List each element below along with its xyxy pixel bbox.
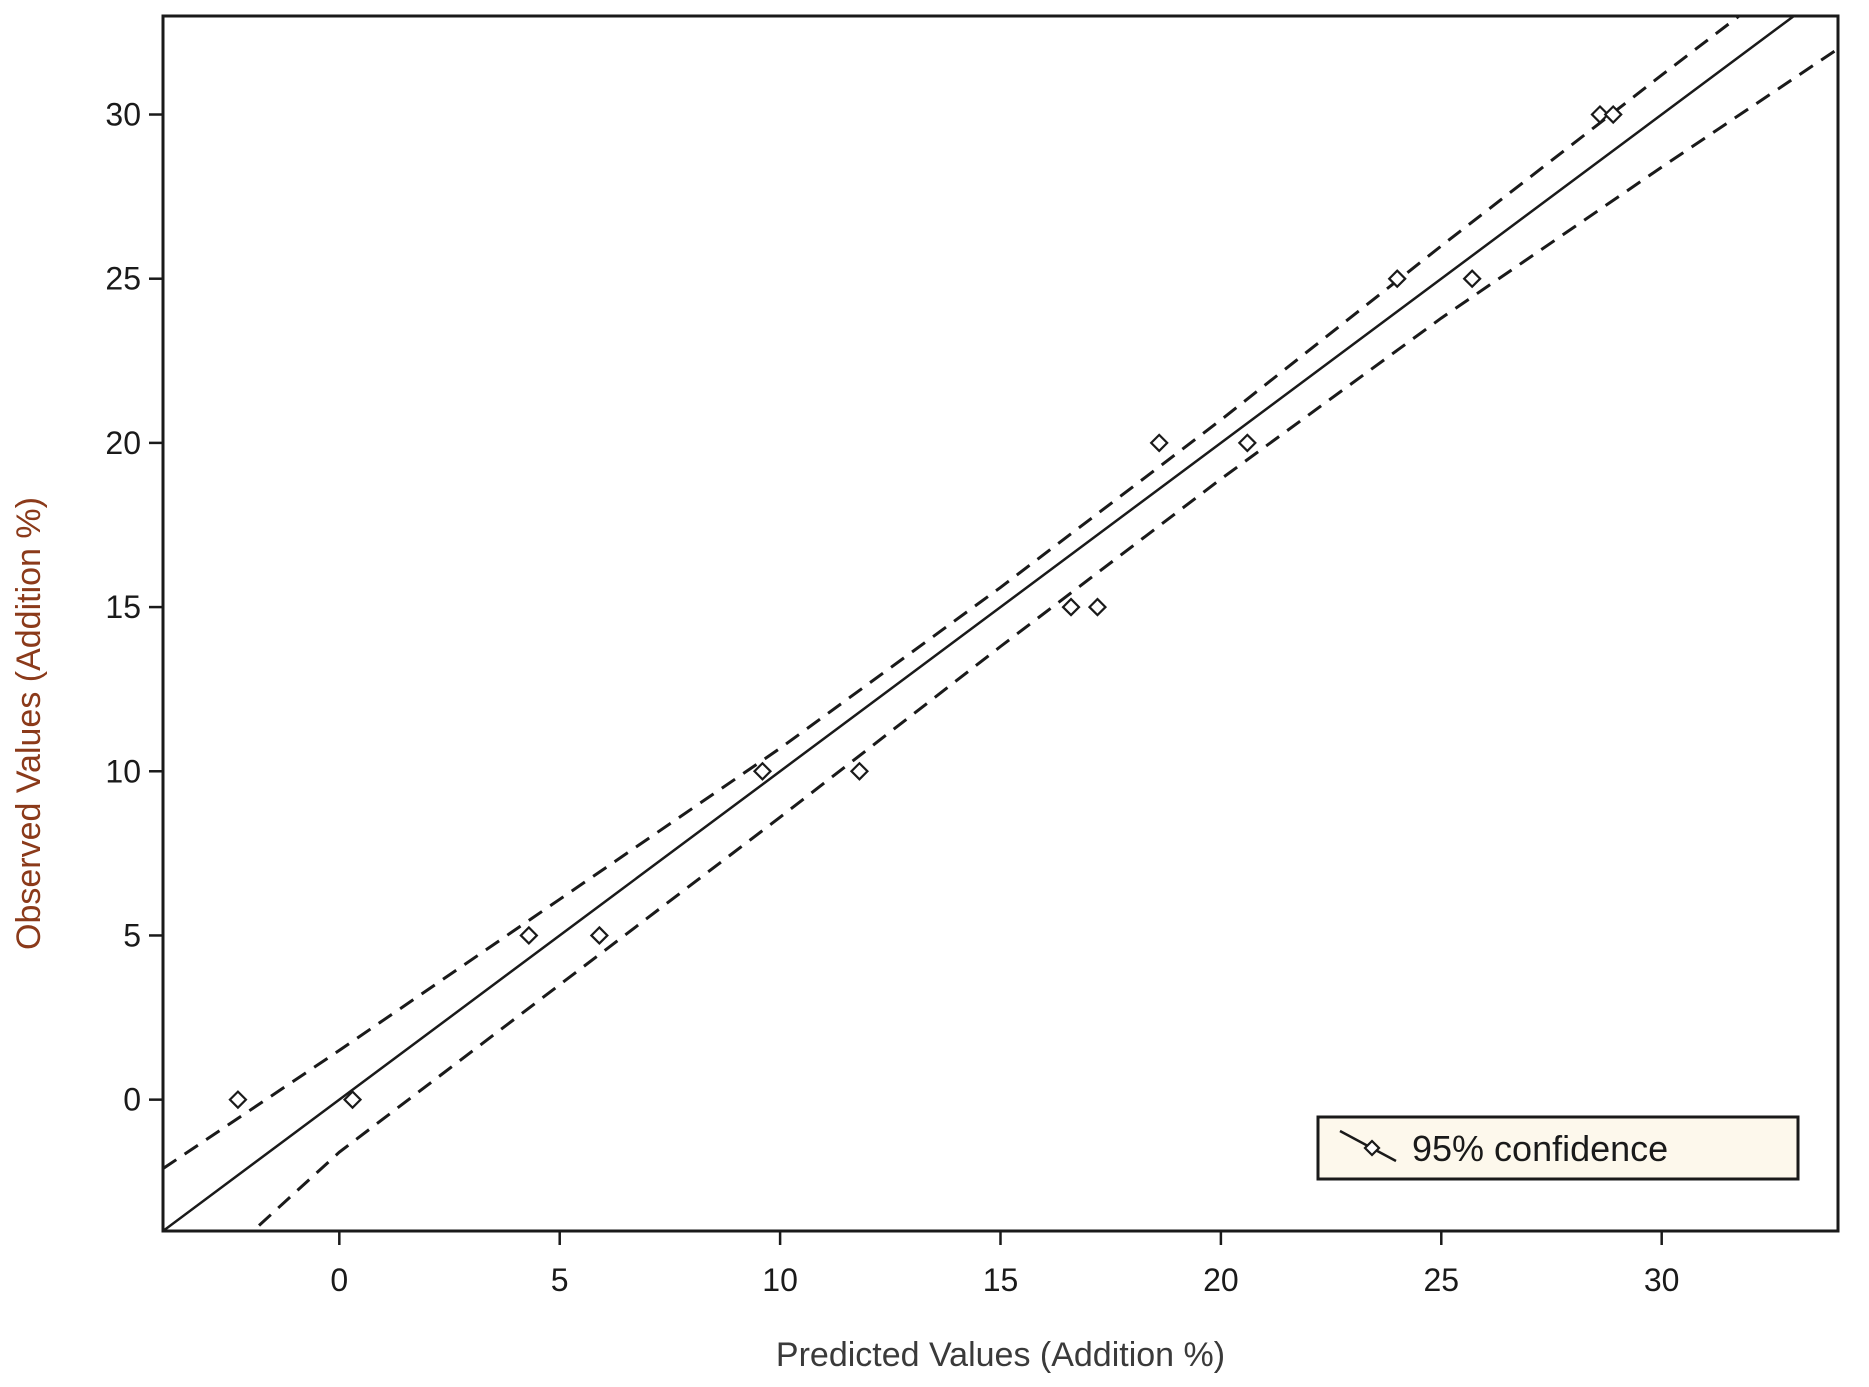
legend-label: 95% confidence — [1412, 1128, 1668, 1169]
plot-frame — [161, 14, 1840, 1233]
plot-area — [161, 14, 1840, 1233]
data-point — [342, 1090, 363, 1110]
data-point — [228, 1090, 248, 1110]
fit-lines — [163, 16, 1838, 1231]
data-point — [1149, 433, 1169, 453]
y-axis-ticks: 0 5 10 15 20 25 30 — [105, 97, 163, 1118]
x-tick-label: 20 — [1203, 1262, 1239, 1298]
legend-box — [1316, 1115, 1800, 1181]
y-axis-title: Observed Values (Addition %) — [10, 497, 48, 950]
x-tick-label: 30 — [1644, 1262, 1680, 1298]
data-point — [1462, 269, 1482, 289]
data-points — [228, 104, 1623, 1110]
x-tick-label: 10 — [762, 1262, 798, 1298]
data-point — [589, 925, 609, 946]
x-tick-label: 15 — [983, 1262, 1019, 1298]
confidence-upper-line — [163, 16, 1742, 1170]
y-tick-label: 20 — [105, 425, 141, 461]
data-point — [1061, 597, 1081, 617]
legend: 95% confidence — [1316, 1115, 1800, 1181]
confidence-lower-line — [250, 47, 1838, 1231]
data-point — [1087, 597, 1108, 617]
y-tick-label: 0 — [123, 1082, 141, 1118]
y-tick-label: 15 — [105, 589, 141, 625]
data-point — [1603, 104, 1623, 125]
y-tick-label: 5 — [123, 917, 141, 953]
data-point — [1590, 104, 1610, 125]
data-point — [752, 761, 773, 781]
y-tick-label: 30 — [105, 97, 141, 133]
x-axis-ticks: 0 5 10 15 20 25 30 — [330, 1231, 1679, 1298]
x-tick-label: 25 — [1423, 1262, 1459, 1298]
y-tick-label: 25 — [105, 261, 141, 297]
data-point — [519, 925, 539, 946]
x-tick-label: 5 — [551, 1262, 569, 1298]
legend-symbol-icon — [1339, 1129, 1397, 1163]
regression-line — [163, 16, 1797, 1231]
data-point — [1237, 433, 1257, 453]
y-tick-label: 10 — [105, 753, 141, 789]
x-axis-title: Predicted Values (Addition %) — [776, 1336, 1225, 1374]
data-point — [1387, 269, 1407, 289]
x-tick-label: 0 — [330, 1262, 348, 1298]
data-point — [849, 761, 870, 781]
